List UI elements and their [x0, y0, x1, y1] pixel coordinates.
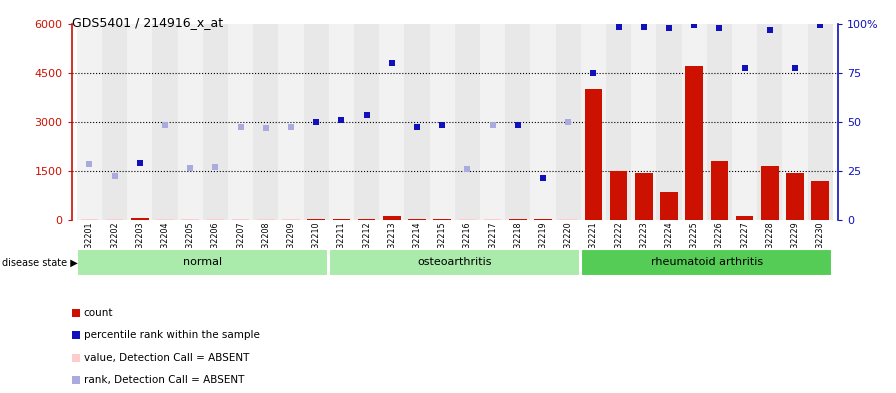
Bar: [354, 24, 379, 220]
Bar: [156, 219, 174, 220]
Bar: [106, 219, 124, 220]
Bar: [459, 219, 476, 220]
Bar: [206, 219, 224, 220]
Bar: [606, 24, 631, 220]
Bar: [484, 219, 502, 220]
Bar: [307, 219, 325, 220]
Bar: [329, 24, 354, 220]
Text: osteoarthritis: osteoarthritis: [418, 257, 492, 267]
Bar: [660, 192, 677, 220]
Bar: [757, 24, 782, 220]
Bar: [530, 24, 556, 220]
Bar: [279, 24, 304, 220]
Bar: [786, 173, 804, 220]
Bar: [253, 24, 279, 220]
Text: GDS5401 / 214916_x_at: GDS5401 / 214916_x_at: [72, 16, 223, 29]
Bar: [584, 89, 602, 220]
Bar: [635, 173, 652, 220]
Bar: [332, 219, 350, 220]
Bar: [329, 249, 581, 275]
Bar: [711, 161, 728, 220]
Bar: [534, 219, 552, 220]
Text: count: count: [83, 308, 113, 318]
Bar: [685, 66, 703, 220]
Bar: [202, 24, 228, 220]
Text: rank, Detection Call = ABSENT: rank, Detection Call = ABSENT: [83, 375, 244, 386]
Bar: [131, 219, 149, 220]
Bar: [556, 24, 581, 220]
Bar: [102, 24, 127, 220]
Bar: [429, 24, 454, 220]
Text: value, Detection Call = ABSENT: value, Detection Call = ABSENT: [83, 353, 249, 363]
Bar: [480, 24, 505, 220]
Text: normal: normal: [183, 257, 222, 267]
Bar: [707, 24, 732, 220]
Bar: [408, 219, 426, 220]
Text: percentile rank within the sample: percentile rank within the sample: [83, 331, 259, 340]
Bar: [304, 24, 329, 220]
Bar: [736, 216, 754, 220]
Bar: [383, 216, 401, 220]
Bar: [559, 219, 577, 220]
Bar: [257, 219, 274, 220]
Bar: [631, 24, 657, 220]
Bar: [581, 24, 606, 220]
Bar: [782, 24, 807, 220]
Bar: [807, 24, 832, 220]
Bar: [505, 24, 530, 220]
Text: rheumatoid arthritis: rheumatoid arthritis: [650, 257, 762, 267]
Bar: [761, 166, 779, 220]
Bar: [732, 24, 757, 220]
Bar: [81, 219, 99, 220]
Bar: [609, 171, 627, 220]
Bar: [379, 24, 404, 220]
Bar: [811, 181, 829, 220]
Bar: [404, 24, 429, 220]
Bar: [657, 24, 682, 220]
Bar: [232, 219, 249, 220]
Bar: [177, 24, 202, 220]
Text: disease state ▶: disease state ▶: [2, 257, 78, 268]
Bar: [582, 249, 832, 275]
Bar: [358, 219, 375, 220]
Bar: [127, 24, 152, 220]
Bar: [77, 249, 328, 275]
Bar: [682, 24, 707, 220]
Bar: [434, 219, 451, 220]
Bar: [152, 24, 177, 220]
Bar: [228, 24, 253, 220]
Bar: [509, 219, 527, 220]
Bar: [181, 219, 199, 220]
Bar: [282, 219, 300, 220]
Bar: [77, 24, 102, 220]
Bar: [454, 24, 480, 220]
